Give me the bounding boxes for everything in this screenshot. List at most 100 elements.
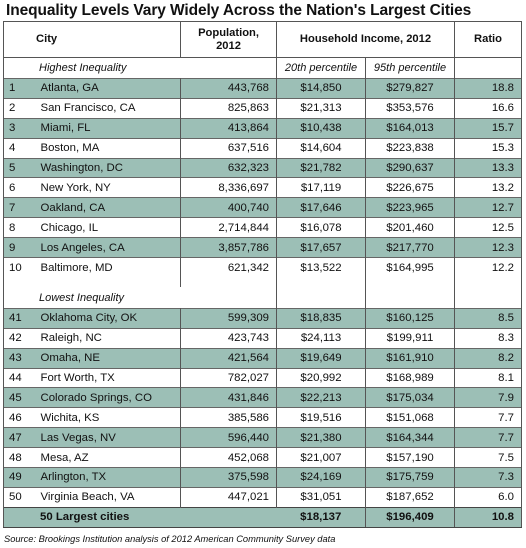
table-row: 8 Chicago, IL 2,714,844 $16,078 $201,460 12.5 bbox=[3, 217, 523, 238]
population-cell: 421,564 bbox=[180, 347, 278, 369]
rank-cell: 5 bbox=[3, 157, 34, 178]
p95-cell: $199,911 bbox=[365, 327, 456, 349]
ratio-cell: 12.5 bbox=[454, 217, 523, 238]
header-ratio: Ratio bbox=[454, 21, 523, 58]
table-row: 49 Arlington, TX 375,598 $24,169 $175,759 7.3 bbox=[3, 467, 523, 488]
ratio-cell: 6.0 bbox=[454, 486, 523, 508]
population-cell: 385,586 bbox=[180, 407, 278, 428]
table-row: 7 Oakland, CA 400,740 $17,646 $223,965 12.7 bbox=[3, 197, 523, 218]
p20-cell: $16,078 bbox=[276, 217, 367, 238]
population-cell: 3,857,786 bbox=[180, 237, 278, 258]
population-cell: 596,440 bbox=[180, 427, 278, 448]
table-row: 42 Raleigh, NC 423,743 $24,113 $199,911 8.3 bbox=[3, 327, 523, 349]
city-cell: Colorado Springs, CO bbox=[33, 387, 182, 408]
p95-cell: $217,770 bbox=[365, 237, 456, 258]
rank-cell: 46 bbox=[3, 407, 34, 428]
ratio-cell: 7.9 bbox=[454, 387, 523, 408]
rank-cell: 8 bbox=[3, 217, 34, 238]
rank-cell: 3 bbox=[3, 117, 34, 139]
ratio-cell: 7.7 bbox=[454, 427, 523, 448]
p20-cell: $17,646 bbox=[276, 197, 367, 218]
p20-cell: $24,113 bbox=[276, 327, 367, 349]
population-cell: 413,864 bbox=[180, 117, 278, 139]
population-cell: 452,068 bbox=[180, 447, 278, 468]
table-row: 3 Miami, FL 413,864 $10,438 $164,013 15.7 bbox=[3, 117, 523, 139]
section-gap bbox=[3, 277, 523, 288]
ratio-cell: 12.2 bbox=[454, 257, 523, 278]
rank-cell: 9 bbox=[3, 237, 34, 258]
rank-cell: 41 bbox=[3, 307, 34, 329]
section-label-highest: Highest Inequality bbox=[2, 57, 181, 79]
ratio-cell: 7.7 bbox=[454, 407, 523, 428]
ratio-cell: 8.3 bbox=[454, 327, 523, 349]
population-cell: 431,846 bbox=[180, 387, 278, 408]
p95-cell: $164,013 bbox=[365, 117, 456, 139]
rank-cell: 6 bbox=[3, 177, 34, 198]
table-row: 44 Fort Worth, TX 782,027 $20,992 $168,989 8.… bbox=[3, 367, 523, 388]
rank-cell: 48 bbox=[3, 447, 34, 468]
population-cell: 443,768 bbox=[180, 78, 278, 99]
p95-cell: $160,125 bbox=[365, 307, 456, 329]
ratio-cell: 18.8 bbox=[454, 78, 523, 99]
p95-cell: $187,652 bbox=[365, 486, 456, 508]
city-cell: Miami, FL bbox=[33, 117, 182, 139]
section-highest-header: Highest Inequality 20th percentile 95th … bbox=[2, 57, 523, 79]
rank-cell: 1 bbox=[3, 78, 34, 99]
p20-cell: $21,313 bbox=[276, 97, 367, 119]
p20-cell: $31,051 bbox=[276, 486, 367, 508]
p95-cell: $290,637 bbox=[365, 157, 456, 178]
section-lowest-header: Lowest Inequality bbox=[2, 287, 523, 309]
city-cell: Washington, DC bbox=[33, 157, 182, 178]
p95-cell: $157,190 bbox=[365, 447, 456, 468]
city-cell: Wichita, KS bbox=[33, 407, 182, 428]
population-cell: 825,863 bbox=[180, 97, 278, 119]
p20-cell: $14,850 bbox=[276, 78, 367, 99]
table-row: 2 San Francisco, CA 825,863 $21,313 $353,576… bbox=[3, 97, 523, 119]
city-cell: San Francisco, CA bbox=[33, 97, 182, 119]
population-cell: 375,598 bbox=[180, 467, 278, 488]
p20-cell: $14,604 bbox=[276, 137, 367, 159]
rank-cell: 2 bbox=[3, 97, 34, 119]
table-row: 6 New York, NY 8,336,697 $17,119 $226,675 13.… bbox=[3, 177, 523, 198]
p95-cell: $223,965 bbox=[365, 197, 456, 218]
p95-cell: $164,995 bbox=[365, 257, 456, 278]
p95-cell: $353,576 bbox=[365, 97, 456, 119]
p20-cell: $20,992 bbox=[276, 367, 367, 388]
section-label-lowest: Lowest Inequality bbox=[2, 287, 181, 309]
p20-cell: $19,516 bbox=[276, 407, 367, 428]
city-cell: Baltimore, MD bbox=[33, 257, 182, 278]
population-cell: 782,027 bbox=[180, 367, 278, 388]
ratio-cell: 8.2 bbox=[454, 347, 523, 369]
rank-cell: 45 bbox=[3, 387, 34, 408]
p20-cell: $21,007 bbox=[276, 447, 367, 468]
ratio-cell: 16.6 bbox=[454, 97, 523, 119]
total-ratio: 10.8 bbox=[454, 506, 523, 528]
city-cell: Boston, MA bbox=[33, 137, 182, 159]
ratio-cell: 13.2 bbox=[454, 177, 523, 198]
inequality-table: City Population, 2012 Household Income, … bbox=[2, 21, 523, 528]
population-cell: 637,516 bbox=[180, 137, 278, 159]
p95-cell: $223,838 bbox=[365, 137, 456, 159]
city-cell: Los Angeles, CA bbox=[33, 237, 182, 258]
ratio-cell: 7.3 bbox=[454, 467, 523, 488]
city-cell: Fort Worth, TX bbox=[33, 367, 182, 388]
p20-cell: $10,438 bbox=[276, 117, 367, 139]
p95-cell: $175,034 bbox=[365, 387, 456, 408]
population-cell: 447,021 bbox=[180, 486, 278, 508]
p20-cell: $22,213 bbox=[276, 387, 367, 408]
city-cell: Atlanta, GA bbox=[33, 78, 182, 99]
population-cell: 400,740 bbox=[180, 197, 278, 218]
city-cell: New York, NY bbox=[33, 177, 182, 198]
rank-cell: 4 bbox=[3, 137, 34, 159]
city-cell: Raleigh, NC bbox=[33, 327, 182, 349]
p95-cell: $164,344 bbox=[365, 427, 456, 448]
p20-cell: $19,649 bbox=[276, 347, 367, 369]
p20-cell: $18,835 bbox=[276, 307, 367, 329]
table-row: 4 Boston, MA 637,516 $14,604 $223,838 15.3 bbox=[3, 137, 523, 159]
city-cell: Arlington, TX bbox=[33, 467, 182, 488]
ratio-cell: 15.3 bbox=[454, 137, 523, 159]
total-label: 50 Largest cities bbox=[2, 506, 277, 528]
table-row: 46 Wichita, KS 385,586 $19,516 $151,068 7.7 bbox=[3, 407, 523, 428]
header-population: Population, 2012 bbox=[180, 21, 278, 58]
header-city: City bbox=[2, 21, 182, 58]
